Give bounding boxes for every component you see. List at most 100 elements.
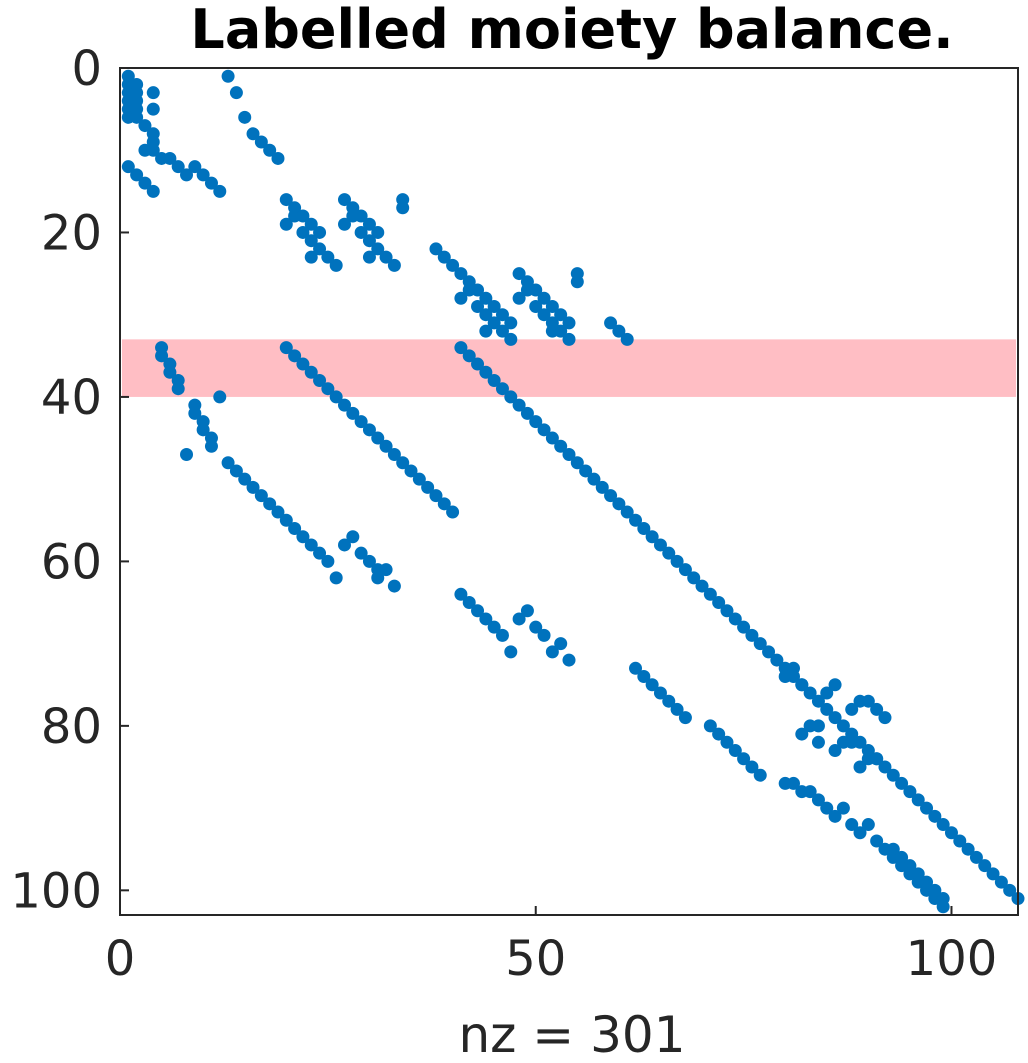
marker-97 <box>562 332 576 346</box>
marker-279 <box>803 785 817 799</box>
marker-227 <box>387 579 401 593</box>
marker-287 <box>870 834 884 848</box>
marker-261 <box>811 735 825 749</box>
marker-175 <box>762 645 776 659</box>
marker-75 <box>504 316 518 330</box>
marker-209 <box>246 480 260 494</box>
marker-77 <box>471 299 485 313</box>
x-tick-label-50: 50 <box>505 931 566 987</box>
marker-300 <box>936 900 950 914</box>
marker-217 <box>313 546 327 560</box>
marker-78 <box>479 308 493 322</box>
marker-139 <box>462 349 476 363</box>
marker-197 <box>944 826 958 840</box>
marker-295 <box>903 859 917 873</box>
marker-14 <box>146 102 160 116</box>
marker-292 <box>895 850 909 864</box>
marker-86 <box>529 283 543 297</box>
marker-31 <box>229 86 243 100</box>
y-tick-label-20: 20 <box>41 205 102 261</box>
marker-195 <box>928 809 942 823</box>
marker-247 <box>670 702 684 716</box>
marker-134 <box>421 480 435 494</box>
marker-117 <box>279 341 293 355</box>
marker-115 <box>213 390 227 404</box>
marker-24 <box>138 176 152 190</box>
marker-21 <box>180 168 194 182</box>
marker-74 <box>495 308 509 322</box>
marker-110 <box>188 406 202 420</box>
marker-45 <box>304 234 318 248</box>
marker-53 <box>354 209 368 223</box>
marker-170 <box>720 604 734 618</box>
marker-60 <box>379 250 393 264</box>
marker-198 <box>953 834 967 848</box>
marker-88 <box>545 299 559 313</box>
marker-235 <box>512 612 526 626</box>
marker-102 <box>620 332 634 346</box>
marker-237 <box>529 620 543 634</box>
marker-71 <box>471 283 485 297</box>
marker-122 <box>321 382 335 396</box>
marker-225 <box>371 571 385 585</box>
marker-73 <box>487 299 501 313</box>
marker-25 <box>146 184 160 198</box>
marker-50 <box>338 193 351 207</box>
marker-151 <box>562 447 576 461</box>
marker-232 <box>487 620 501 634</box>
marker-148 <box>537 423 551 437</box>
marker-229 <box>462 596 476 610</box>
marker-154 <box>587 472 601 486</box>
marker-156 <box>604 489 618 503</box>
marker-54 <box>362 217 376 231</box>
marker-172 <box>737 620 751 634</box>
marker-90 <box>562 316 576 330</box>
marker-162 <box>653 538 667 552</box>
x-axis-label: nz = 301 <box>458 1006 685 1063</box>
marker-137 <box>446 505 460 519</box>
marker-241 <box>562 653 576 667</box>
marker-112 <box>196 423 210 437</box>
marker-238 <box>537 628 551 642</box>
marker-267 <box>845 735 859 749</box>
marker-131 <box>396 456 410 470</box>
marker-280 <box>811 793 825 807</box>
marker-121 <box>313 373 327 387</box>
marker-59 <box>371 242 385 256</box>
marker-119 <box>296 357 310 371</box>
marker-212 <box>271 505 285 519</box>
marker-203 <box>994 875 1008 889</box>
marker-133 <box>412 472 426 486</box>
marker-79 <box>487 316 501 330</box>
y-tick-label-80: 80 <box>41 699 102 755</box>
marker-66 <box>437 250 451 264</box>
marker-36 <box>271 151 285 165</box>
marker-242 <box>629 661 643 675</box>
marker-68 <box>454 267 468 281</box>
marker-253 <box>737 752 751 766</box>
marker-194 <box>920 801 934 815</box>
marker-285 <box>853 826 867 840</box>
marker-301 <box>920 875 934 889</box>
marker-48 <box>304 250 318 264</box>
marker-153 <box>579 464 593 478</box>
marker-244 <box>645 678 659 692</box>
marker-176 <box>770 653 784 667</box>
marker-29 <box>213 184 227 198</box>
marker-129 <box>379 439 393 453</box>
marker-93 <box>537 308 551 322</box>
x-tick-label-100: 100 <box>906 931 998 987</box>
marker-104 <box>155 349 169 363</box>
marker-191 <box>895 776 909 790</box>
marker-258 <box>795 678 809 692</box>
marker-57 <box>354 225 368 239</box>
markers <box>121 69 1025 914</box>
marker-302 <box>928 883 942 897</box>
marker-171 <box>728 612 742 626</box>
marker-286 <box>861 818 875 832</box>
marker-165 <box>678 563 692 577</box>
marker-27 <box>196 168 210 182</box>
marker-34 <box>254 135 268 149</box>
marker-141 <box>479 365 493 379</box>
y-tick-label-0: 0 <box>71 41 102 97</box>
